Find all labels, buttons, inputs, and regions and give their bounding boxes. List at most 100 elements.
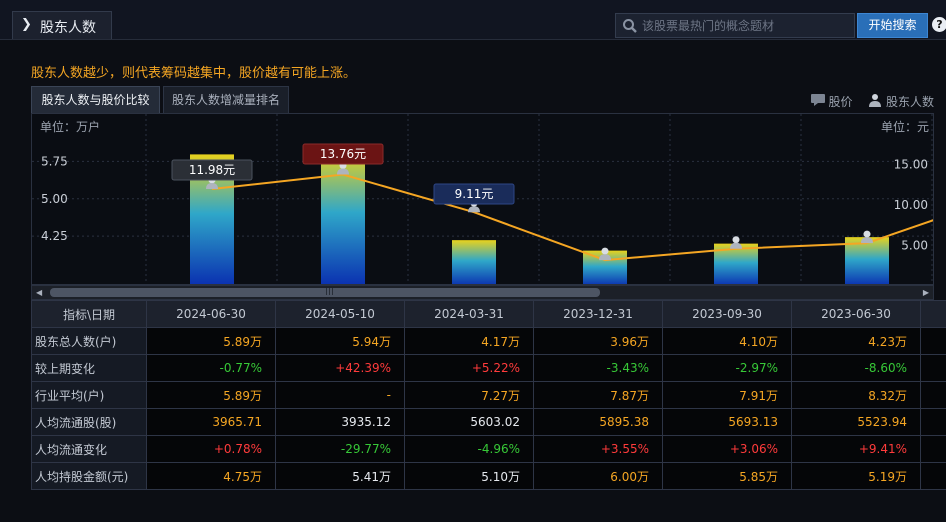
- notice-text: 股东人数越少，则代表筹码越集中，股价越有可能上涨。: [31, 66, 357, 81]
- table-cell: 5.89万: [146, 381, 276, 409]
- table-cell: 4.75万: [146, 462, 276, 490]
- table-cell: -4.96%: [404, 435, 534, 463]
- table-cell: 5895.38: [533, 408, 663, 436]
- scroll-left-icon[interactable]: ◀: [36, 288, 43, 297]
- table-cell: 5.94万: [275, 327, 405, 355]
- table-cell: -: [275, 381, 405, 409]
- table-cell: 5.19万: [791, 462, 921, 490]
- date-header: 2024-06-30: [146, 300, 276, 328]
- chevron-right-icon: ❯: [21, 17, 32, 32]
- table-cell: -0.77%: [146, 354, 276, 382]
- price-callout: [171, 159, 253, 181]
- table-header-row: 指标\日期 2024-06-30 2024-05-10 2024-03-31 2…: [31, 300, 946, 328]
- person-icon: [599, 247, 611, 261]
- scrollbar-thumb[interactable]: |||: [50, 286, 600, 297]
- table-cell: +3.06%: [662, 435, 792, 463]
- tab-holders-change-rank[interactable]: 股东人数增减量排名: [163, 86, 289, 113]
- holders-price-chart: 5.75 5.00 4.25 15.00 10.00 5.00 11.98元 13.76元 9.…: [31, 113, 934, 285]
- legend-holders-label: 股东人数: [885, 95, 934, 109]
- table-cell: 5693.13: [662, 408, 792, 436]
- table-row: 人均流通股(股) 3965.71 3935.12 5603.02 5895.38 5693…: [31, 408, 946, 436]
- table-cell: 5.89万: [146, 327, 276, 355]
- table-cell: 4.10万: [662, 327, 792, 355]
- table-cell: -29.77%: [275, 435, 405, 463]
- table-row: 人均持股金额(元) 4.75万 5.41万 5.10万 6.00万 5.85万 5.19万: [31, 462, 946, 490]
- right-tick-label: 5.00: [901, 239, 928, 253]
- person-icon: [730, 236, 742, 249]
- search-input[interactable]: [642, 16, 850, 35]
- table-row: 股东总人数(户) 5.89万 5.94万 4.17万 3.96万 4.10万 4.23万: [31, 327, 946, 355]
- table-cell: 7.27万: [404, 381, 534, 409]
- legend-price-label: 股价: [828, 95, 853, 109]
- top-bar: ❯ 股东人数 开始搜索 ?: [0, 0, 946, 40]
- date-header: 2023-09-30: [662, 300, 792, 328]
- table-cell: +9.41%: [791, 435, 921, 463]
- date-header: 2023-12-31: [533, 300, 663, 328]
- table-cell: 7.91万: [662, 381, 792, 409]
- person-icon: [861, 230, 873, 244]
- table-cell: -2.97%: [662, 354, 792, 382]
- price-callout-label: 13.76元: [320, 147, 366, 161]
- table-corner-header: 指标\日期: [31, 300, 147, 328]
- right-tick-label: 10.00: [894, 198, 928, 212]
- help-icon[interactable]: ?: [932, 17, 946, 32]
- table-cell-spacer: [920, 408, 946, 436]
- table-cell: +5.22%: [404, 354, 534, 382]
- left-unit-label: 单位：万户: [40, 119, 100, 134]
- table-cell-spacer: [920, 327, 946, 355]
- speech-bubble-icon: [810, 94, 825, 109]
- date-header: 2024-03-31: [404, 300, 534, 328]
- table-cell-spacer: [920, 462, 946, 490]
- table-cell: -8.60%: [791, 354, 921, 382]
- table-cell: 7.87万: [533, 381, 663, 409]
- table-cell: 4.17万: [404, 327, 534, 355]
- table-cell: 3935.12: [275, 408, 405, 436]
- chart-canvas: 5.75 5.00 4.25 15.00 10.00 5.00 11.98元 13.76元 9.…: [32, 114, 933, 284]
- table-cell: 5523.94: [791, 408, 921, 436]
- price-callout-label: 11.98元: [189, 163, 235, 177]
- row-label: 股东总人数(户): [31, 327, 147, 355]
- table-cell: 8.32万: [791, 381, 921, 409]
- date-header: 2024-05-10: [275, 300, 405, 328]
- row-label: 行业平均(户): [31, 381, 147, 409]
- price-line: [211, 173, 933, 262]
- holders-bar: [845, 237, 889, 284]
- chart-scrollbar[interactable]: ◀ ||| ▶: [31, 285, 934, 300]
- table-cell-spacer: [920, 354, 946, 382]
- row-label: 人均持股金额(元): [31, 462, 147, 490]
- table-cell: 3.96万: [533, 327, 663, 355]
- left-tick-label: 4.25: [41, 229, 68, 243]
- price-callout: [302, 143, 384, 165]
- table-cell: +0.78%: [146, 435, 276, 463]
- holders-bar: [452, 240, 496, 284]
- table-row: 行业平均(户) 5.89万 -7.27万 7.87万 7.91万 8.32万: [31, 381, 946, 409]
- table-cell: +42.39%: [275, 354, 405, 382]
- row-label: 较上期变化: [31, 354, 147, 382]
- row-label: 人均流通变化: [31, 435, 147, 463]
- left-tick-label: 5.00: [41, 192, 68, 206]
- table-cell: +3.55%: [533, 435, 663, 463]
- page-title-tab: ❯ 股东人数: [12, 11, 112, 39]
- table-row: 人均流通变化 +0.78% -29.77% -4.96% +3.55% +3.06% +9.…: [31, 435, 946, 463]
- date-header: 2023-06-30: [791, 300, 921, 328]
- table-cell: 5.85万: [662, 462, 792, 490]
- price-callout: [433, 183, 515, 205]
- scroll-right-icon[interactable]: ▶: [922, 288, 929, 297]
- search-button[interactable]: 开始搜索: [857, 13, 928, 38]
- table-cell: -3.43%: [533, 354, 663, 382]
- table-cell: 5.10万: [404, 462, 534, 490]
- table-row: 较上期变化 -0.77% +42.39% +5.22% -3.43% -2.97% -8.6…: [31, 354, 946, 382]
- search-icon: [623, 19, 637, 33]
- search-box[interactable]: [615, 13, 855, 38]
- table-cell: 3965.71: [146, 408, 276, 436]
- price-callout-label: 9.11元: [455, 187, 494, 201]
- left-tick-label: 5.75: [41, 154, 68, 168]
- page-title: 股东人数: [40, 20, 96, 36]
- tab-holders-vs-price[interactable]: 股东人数与股价比较: [31, 86, 160, 113]
- date-header-spacer: [920, 300, 946, 328]
- table-cell-spacer: [920, 381, 946, 409]
- chart-legend: 股价 股东人数: [810, 93, 934, 110]
- row-label: 人均流通股(股): [31, 408, 147, 436]
- table-cell: 4.23万: [791, 327, 921, 355]
- table-cell: 6.00万: [533, 462, 663, 490]
